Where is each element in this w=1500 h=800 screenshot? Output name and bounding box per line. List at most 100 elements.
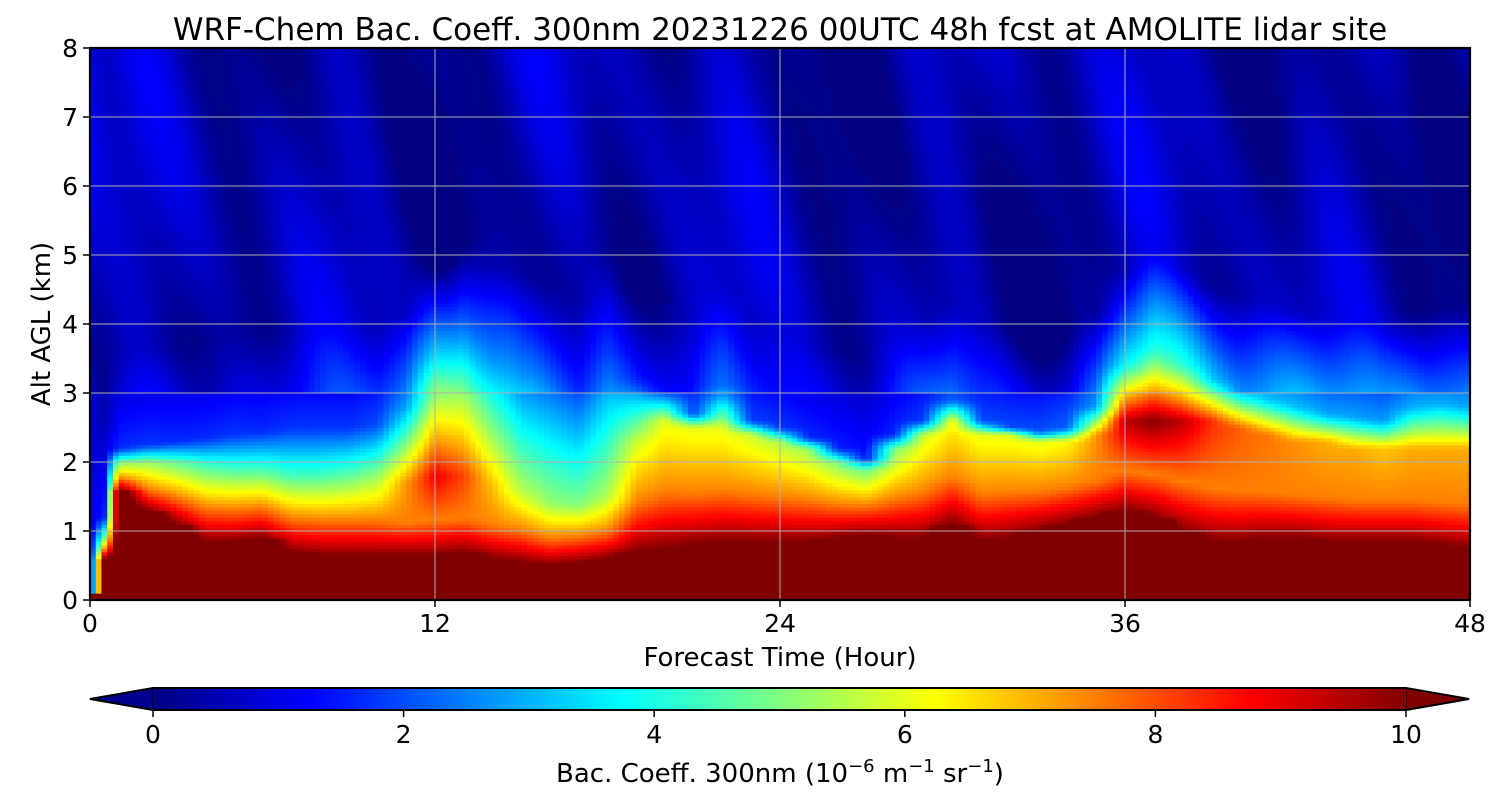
heatmap-cell [102, 269, 108, 273]
heatmap-cell [113, 79, 119, 83]
heatmap-cell [102, 531, 108, 535]
heatmap-cell [107, 452, 113, 456]
heatmap-cell [107, 83, 113, 87]
heatmap-cell [107, 76, 113, 80]
heatmap-cell [102, 331, 108, 335]
heatmap-cell [107, 383, 113, 387]
heatmap-cell [113, 441, 119, 445]
heatmap-cell [107, 248, 113, 252]
heatmap-cell [119, 303, 125, 307]
heatmap-cell [96, 234, 102, 238]
heatmap-cell [102, 69, 108, 73]
heatmap-cell [107, 362, 113, 366]
heatmap-cell [113, 369, 119, 373]
heatmap-cell [113, 238, 119, 242]
heatmap-cell [119, 455, 125, 459]
heatmap-cell [96, 552, 102, 556]
heatmap-cell [102, 424, 108, 428]
heatmap-cell [119, 383, 125, 387]
heatmap-cell [119, 186, 125, 190]
heatmap-cell [113, 221, 119, 225]
heatmap-cell [113, 421, 119, 425]
heatmap-cell [119, 386, 125, 390]
heatmap-cell [119, 472, 125, 476]
heatmap-cell [113, 514, 119, 518]
heatmap-cell [113, 58, 119, 62]
heatmap-cell [113, 414, 119, 418]
heatmap-cell [113, 469, 119, 473]
heatmap-cell [107, 65, 113, 69]
heatmap-cell [102, 486, 108, 490]
heatmap-cell [107, 455, 113, 459]
heatmap-cell [107, 583, 113, 587]
heatmap-cell [119, 376, 125, 380]
heatmap-cell [102, 483, 108, 487]
heatmap-cell [96, 572, 102, 576]
heatmap-cell [102, 566, 108, 570]
heatmap-cell [96, 193, 102, 197]
heatmap-cell [102, 303, 108, 307]
heatmap-cell [102, 65, 108, 69]
heatmap-cell [113, 562, 119, 566]
heatmap-cell [113, 445, 119, 449]
heatmap-cell [96, 410, 102, 414]
heatmap-cell [102, 448, 108, 452]
heatmap-cell [102, 407, 108, 411]
heatmap-cell [102, 76, 108, 80]
heatmap-cell [96, 438, 102, 442]
heatmap-cell [119, 86, 125, 90]
heatmap-cell [113, 286, 119, 290]
heatmap-cell [102, 79, 108, 83]
heatmap-cell [119, 224, 125, 228]
heatmap-cell [102, 62, 108, 66]
heatmap-cell [102, 120, 108, 124]
heatmap-cell [113, 107, 119, 111]
heatmap-cell [102, 165, 108, 169]
heatmap-cell [102, 93, 108, 97]
heatmap-cell [113, 472, 119, 476]
heatmap-cell [107, 96, 113, 100]
heatmap-cell [107, 124, 113, 128]
heatmap-cell [102, 559, 108, 563]
heatmap-cell [96, 265, 102, 269]
heatmap-cell [113, 148, 119, 152]
heatmap-cell [96, 100, 102, 104]
heatmap-cell [119, 152, 125, 156]
heatmap-cell [107, 507, 113, 511]
heatmap-cell [119, 307, 125, 311]
heatmap-cell [113, 403, 119, 407]
heatmap-cell [96, 469, 102, 473]
heatmap-cell [107, 521, 113, 525]
heatmap-cell [119, 393, 125, 397]
heatmap-cell [102, 362, 108, 366]
heatmap-cell [96, 93, 102, 97]
heatmap-cell [107, 538, 113, 542]
heatmap-cell [102, 479, 108, 483]
heatmap-cell [119, 100, 125, 104]
heatmap-cell [119, 241, 125, 245]
heatmap-cell [107, 58, 113, 62]
heatmap-cell [113, 310, 119, 314]
heatmap-cell [107, 414, 113, 418]
heatmap-cell [96, 417, 102, 421]
heatmap-cell [125, 572, 131, 576]
heatmap-cell [96, 386, 102, 390]
heatmap-cell [113, 576, 119, 580]
heatmap-cell [119, 169, 125, 173]
heatmap-cell [113, 500, 119, 504]
heatmap-cell [96, 541, 102, 545]
heatmap-cell [119, 559, 125, 563]
heatmap-cell [107, 355, 113, 359]
heatmap-cell [113, 324, 119, 328]
heatmap-cell [107, 276, 113, 280]
heatmap-cell [96, 276, 102, 280]
heatmap-cell [107, 265, 113, 269]
heatmap-cell [119, 200, 125, 204]
heatmap-cell [107, 514, 113, 518]
heatmap-cell [102, 445, 108, 449]
heatmap-cell [96, 279, 102, 283]
heatmap-cell [102, 265, 108, 269]
heatmap-cell [102, 562, 108, 566]
heatmap-cell [113, 497, 119, 501]
heatmap-cell [102, 552, 108, 556]
